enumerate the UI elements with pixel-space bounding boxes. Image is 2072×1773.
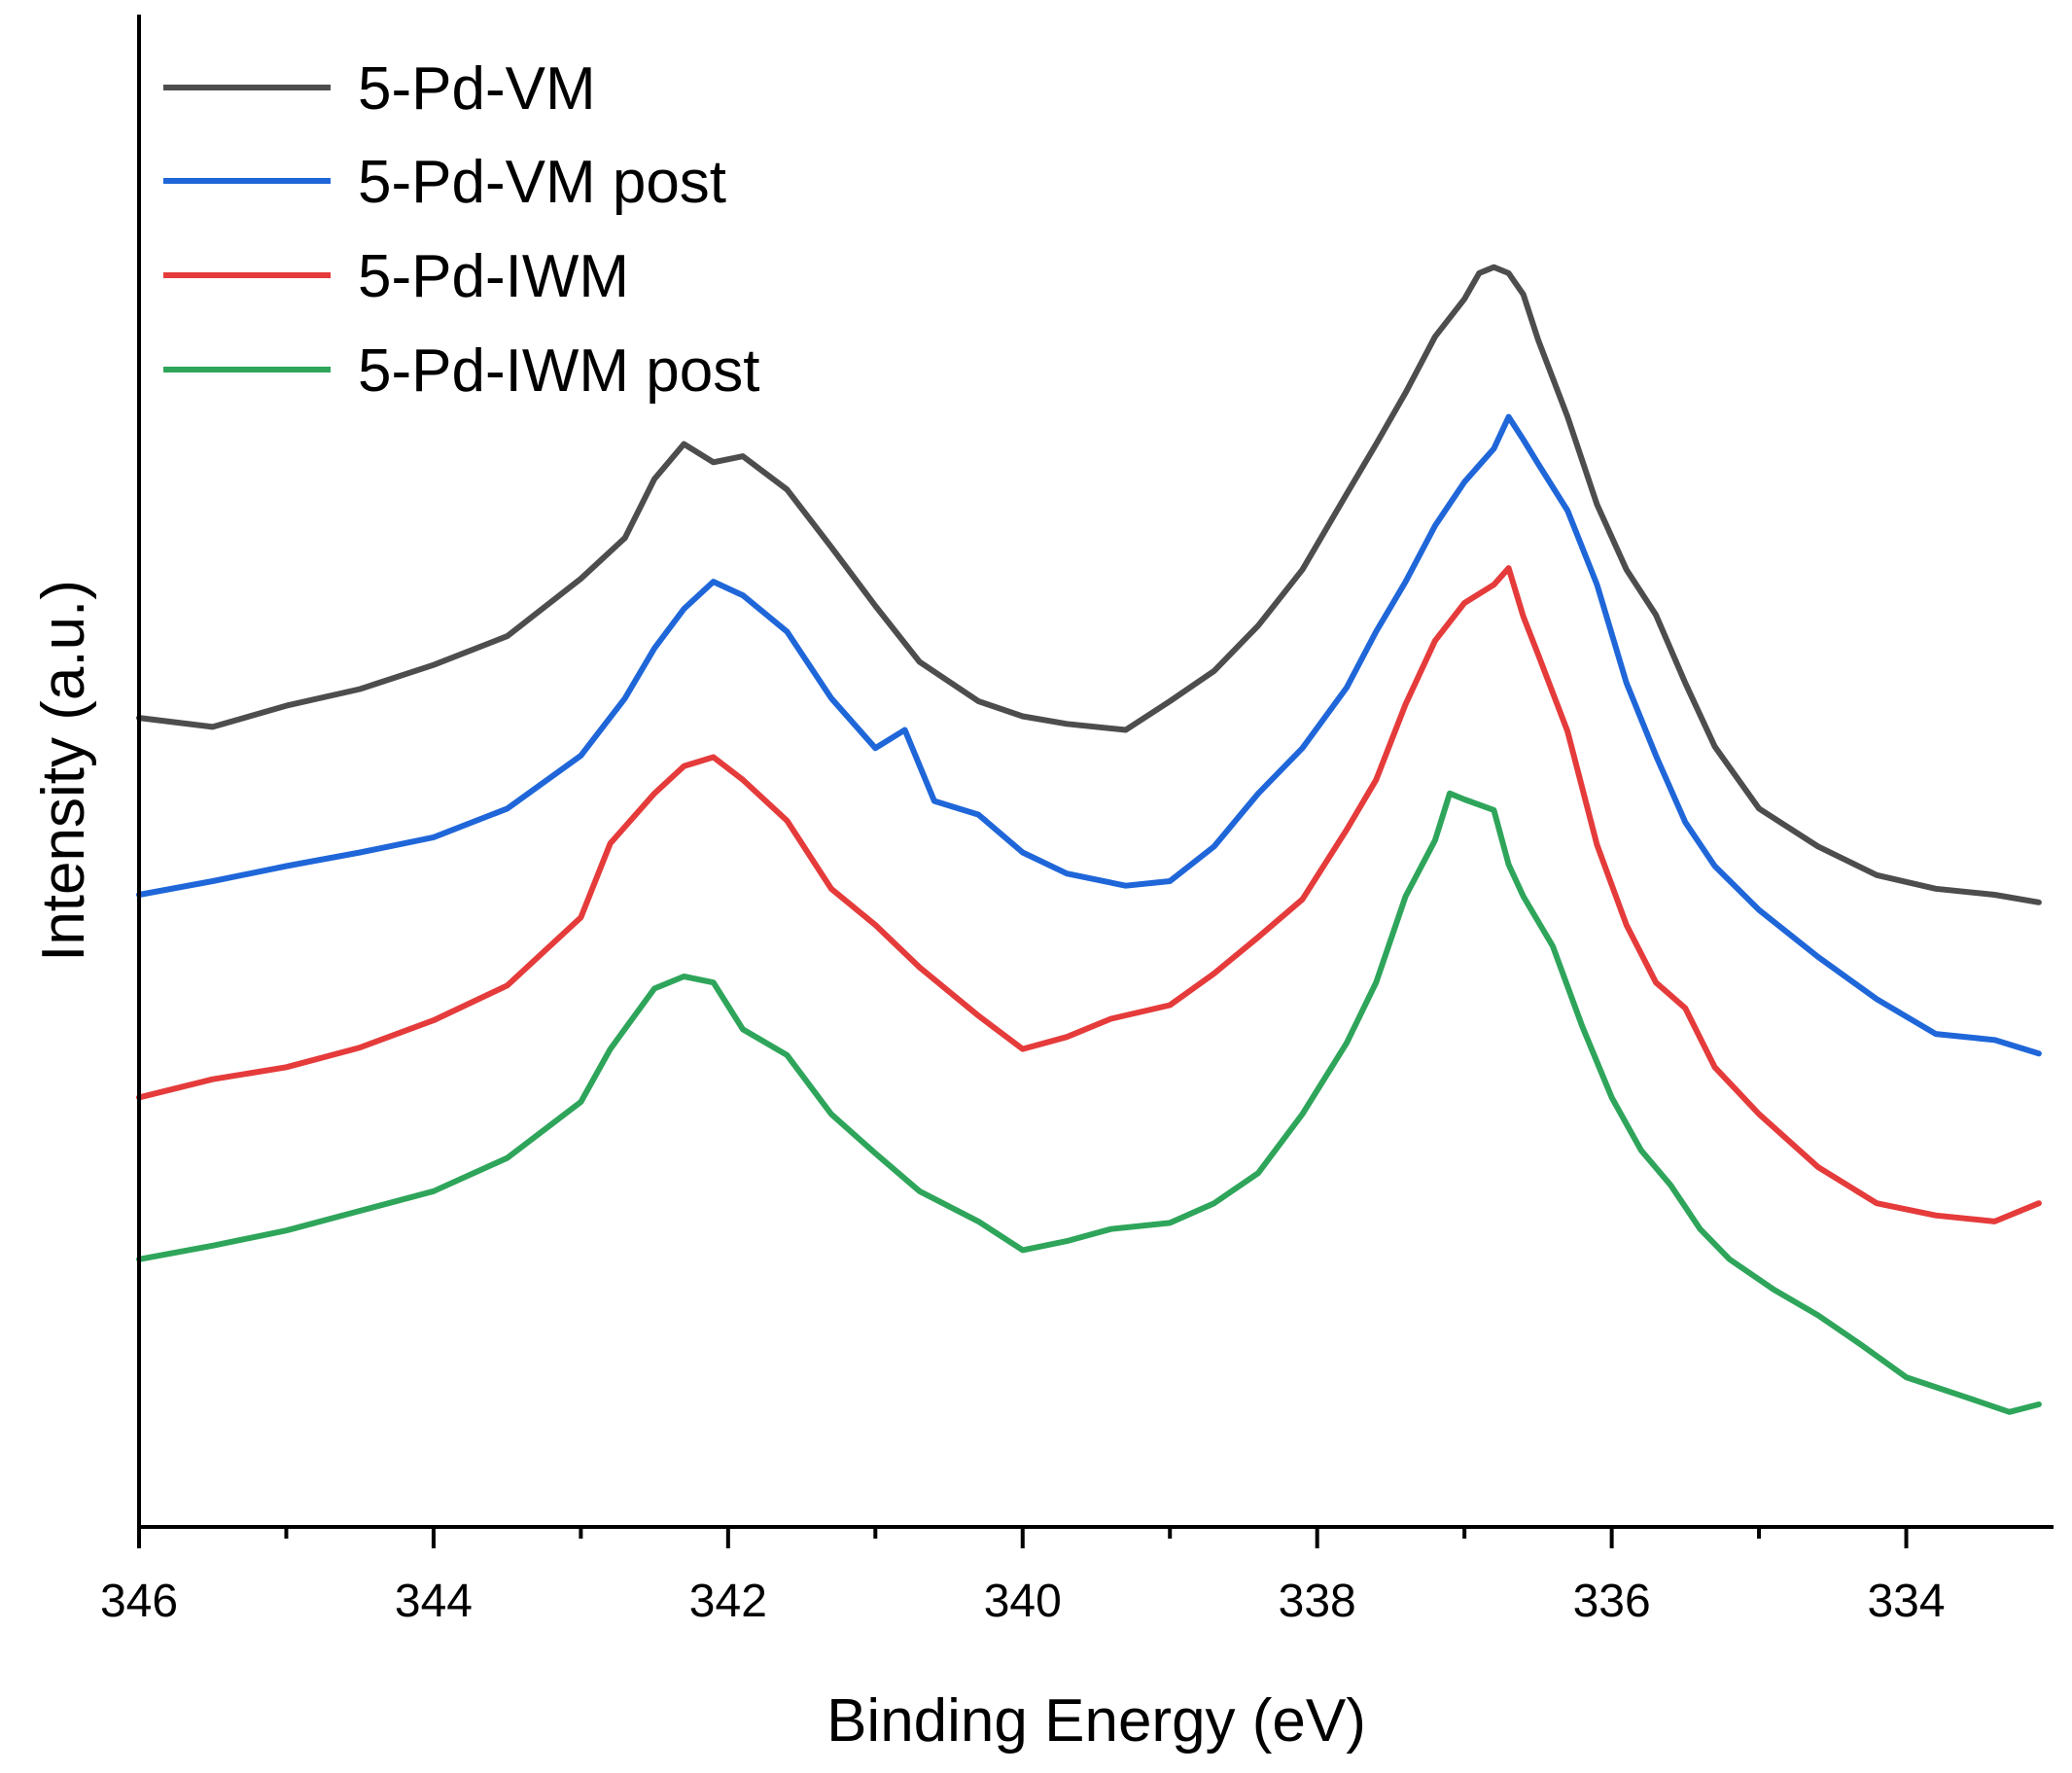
legend-label-2: 5-Pd-VM post (358, 149, 726, 216)
series-line-3 (136, 565, 2042, 1224)
x-tick-label: 344 (395, 1576, 473, 1627)
legend: 5-Pd-VM 5-Pd-VM post 5-Pd-IWM 5-Pd-IWM post (163, 55, 759, 405)
x-tick-label: 340 (984, 1576, 1062, 1627)
x-tick-label: 334 (1867, 1576, 1945, 1627)
legend-label-1: 5-Pd-VM (358, 55, 596, 123)
x-tick-label: 342 (689, 1576, 767, 1627)
axes (137, 15, 2054, 1529)
x-tick-label: 338 (1279, 1576, 1356, 1627)
x-tick-label: 346 (100, 1576, 178, 1627)
series-line-1 (136, 264, 2042, 905)
series-line-2 (136, 413, 2042, 1057)
legend-label-4: 5-Pd-IWM post (358, 337, 759, 405)
plot-area (136, 264, 2042, 1415)
y-axis-title: Intensity (a.u.) (30, 580, 97, 962)
x-axis-ticks: 346 344 342 340 338 336 334 (100, 1527, 1946, 1627)
x-axis-title: Binding Energy (eV) (826, 1687, 1366, 1755)
legend-label-3: 5-Pd-IWM (358, 243, 629, 310)
x-tick-label: 336 (1573, 1576, 1651, 1627)
series-line-4 (136, 790, 2042, 1415)
